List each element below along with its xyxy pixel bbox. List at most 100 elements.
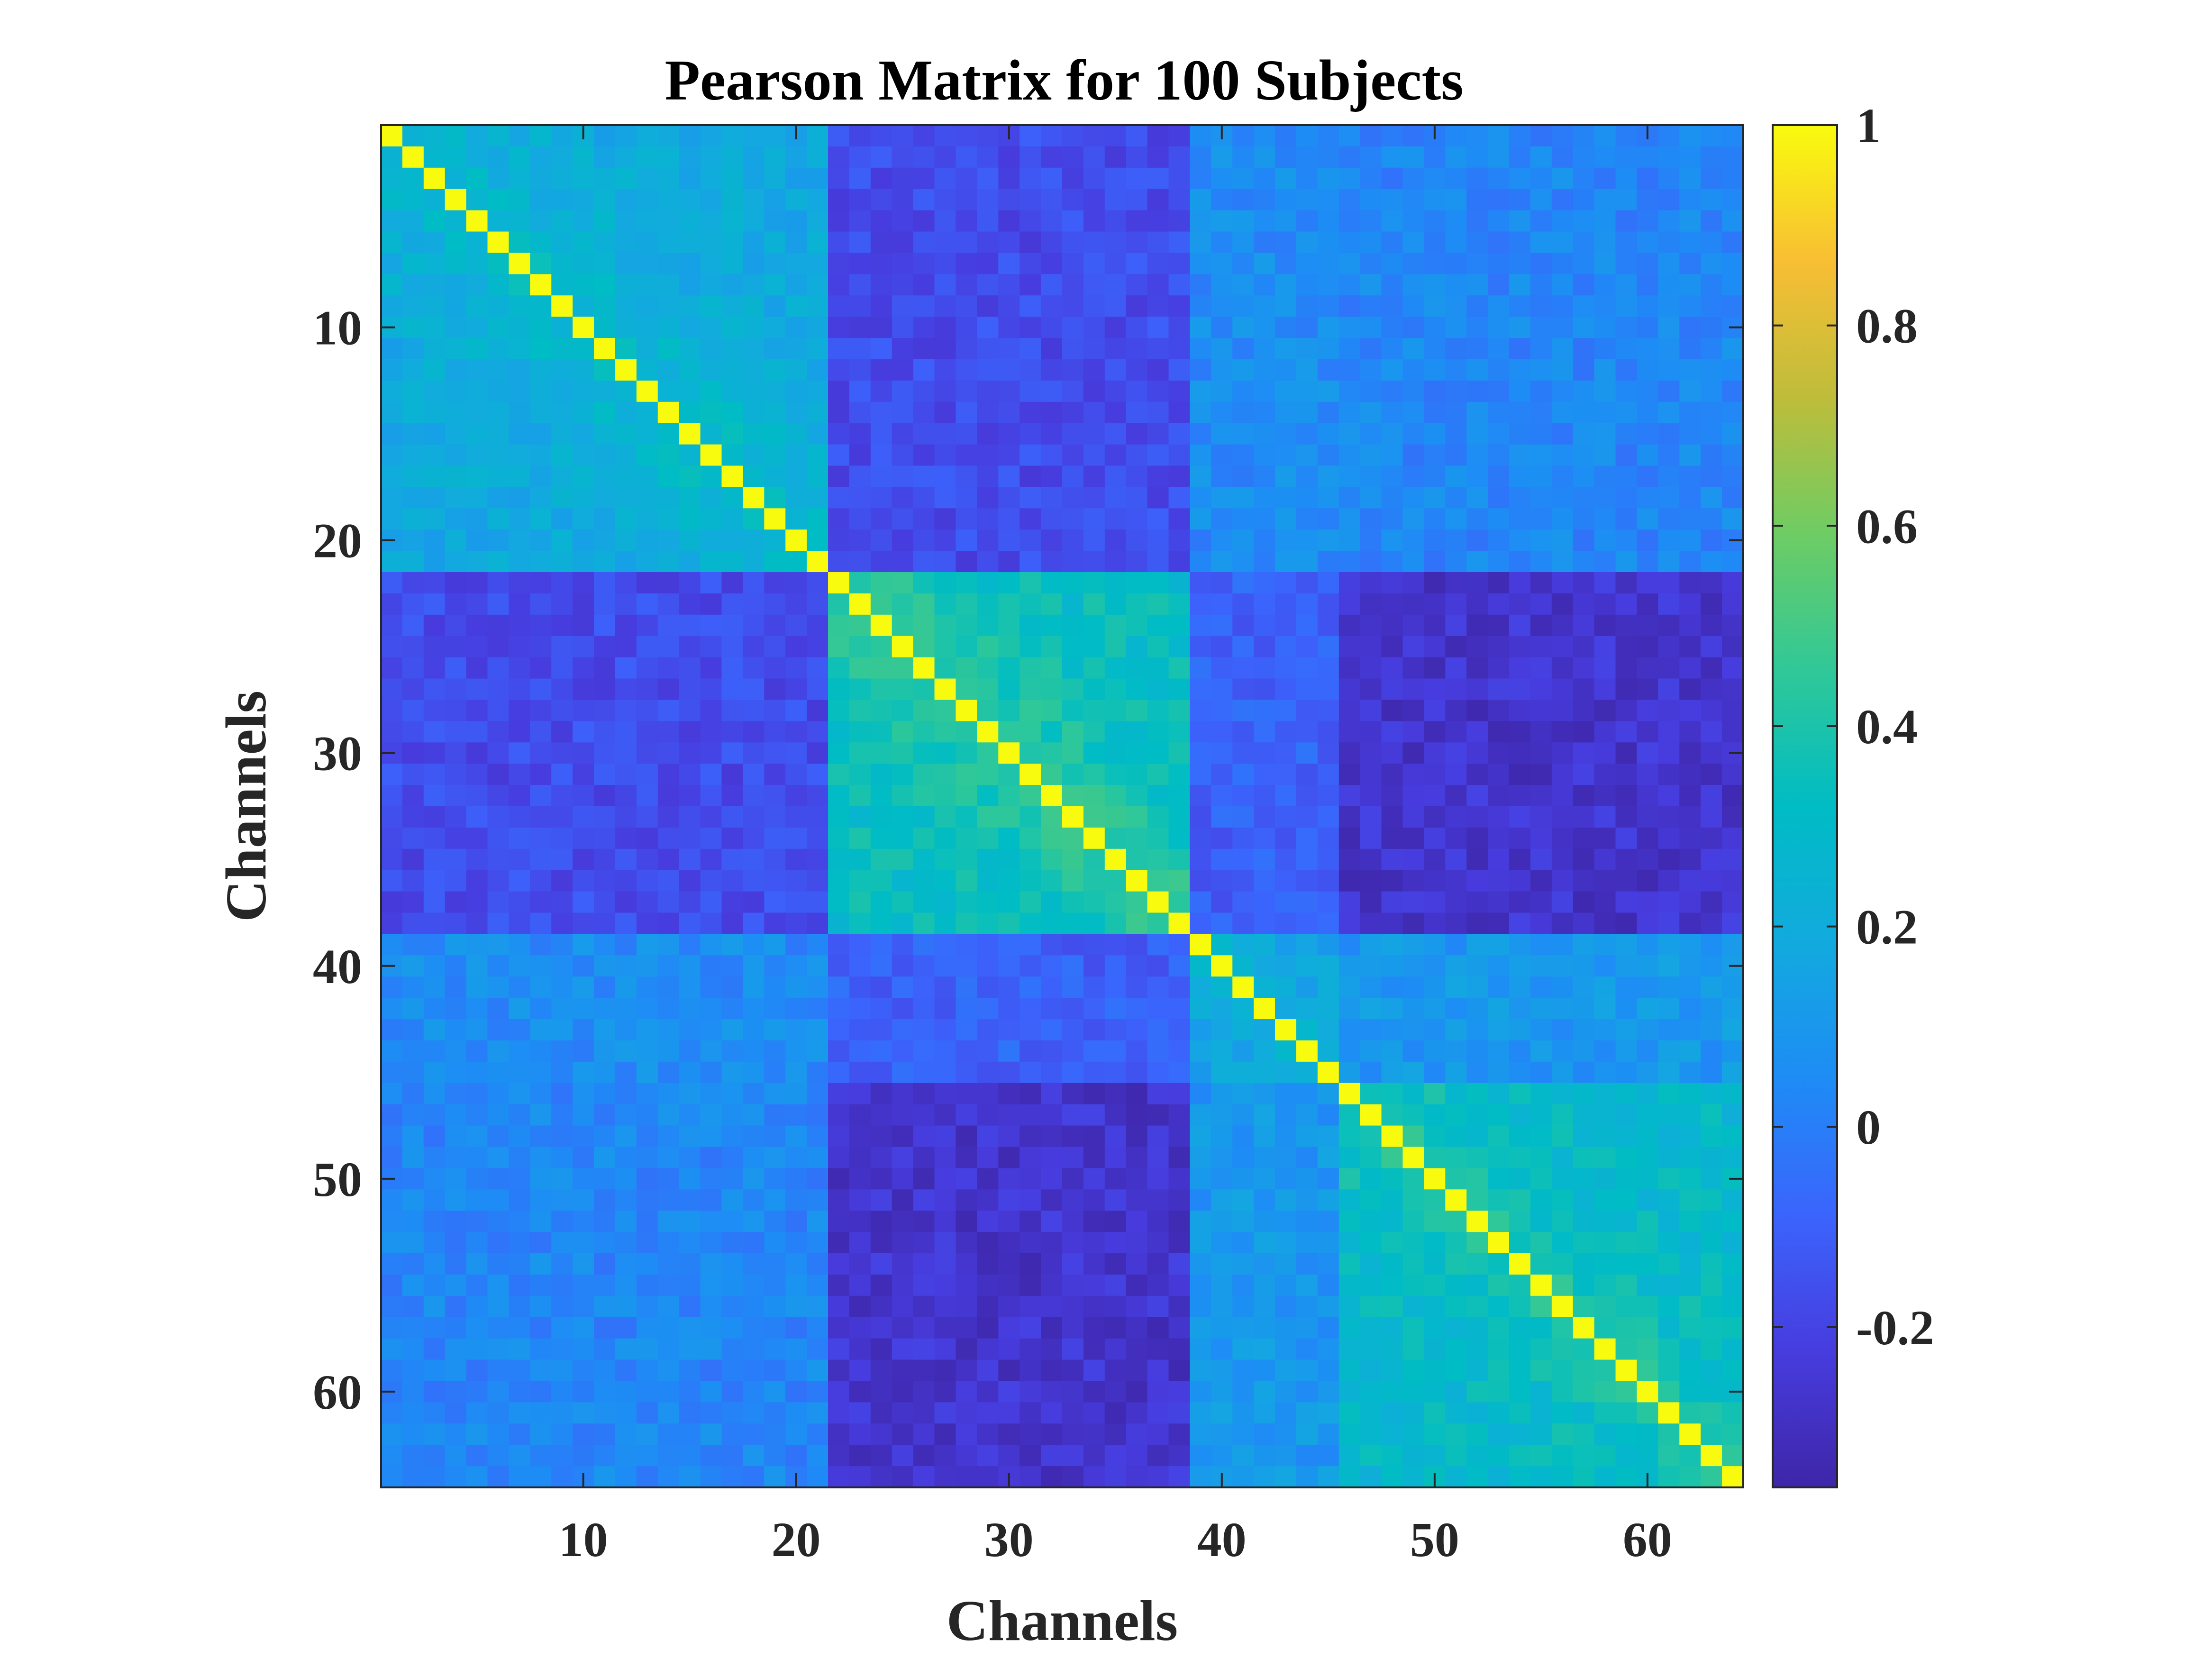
heatmap-cell <box>1338 1253 1361 1275</box>
heatmap-cell <box>1530 870 1552 892</box>
heatmap-cell <box>956 827 977 849</box>
heatmap-cell <box>1360 912 1382 935</box>
heatmap-cell <box>785 167 807 190</box>
heatmap-cell <box>828 912 850 935</box>
heatmap-cell <box>1338 955 1361 977</box>
heatmap-cell <box>1041 827 1063 849</box>
heatmap-cell <box>423 401 446 424</box>
heatmap-cell <box>913 125 935 147</box>
heatmap-cell <box>998 1317 1020 1339</box>
heatmap-cell <box>1424 891 1446 913</box>
heatmap-cell <box>1530 1211 1552 1232</box>
heatmap-cell <box>1551 1466 1574 1488</box>
heatmap-cell <box>423 870 446 892</box>
heatmap-cell <box>1381 359 1403 381</box>
heatmap-cell <box>1402 593 1425 615</box>
heatmap-cell <box>657 1189 680 1211</box>
heatmap-cell <box>1509 1232 1531 1254</box>
heatmap-cell <box>1445 253 1467 274</box>
heatmap-cell <box>1360 955 1382 977</box>
heatmap-cell <box>1232 572 1254 594</box>
heatmap-cell <box>807 912 828 935</box>
heatmap-cell <box>1062 742 1084 764</box>
heatmap-cell <box>1232 1295 1254 1318</box>
heatmap-cell <box>1104 1317 1127 1339</box>
heatmap-cell <box>679 1147 701 1169</box>
heatmap-cell <box>1488 338 1510 360</box>
heatmap-cell <box>1275 678 1297 701</box>
heatmap-cell <box>1594 444 1616 466</box>
heatmap-cell <box>1679 1274 1701 1296</box>
heatmap-cell <box>1509 274 1531 296</box>
heatmap-cell <box>1020 785 1041 807</box>
heatmap-cell <box>487 1295 510 1318</box>
heatmap-cell <box>807 870 828 892</box>
heatmap-cell <box>1679 1402 1701 1424</box>
heatmap-cell <box>1275 742 1297 764</box>
heatmap-cell <box>1445 998 1467 1020</box>
heatmap-cell <box>1232 231 1254 254</box>
heatmap-cell <box>807 764 828 785</box>
heatmap-cell <box>1615 210 1638 232</box>
heatmap-cell <box>807 1402 828 1424</box>
heatmap-cell <box>402 274 424 296</box>
heatmap-cell <box>1126 359 1148 381</box>
heatmap-cell <box>892 572 914 594</box>
heatmap-cell <box>1104 167 1127 190</box>
heatmap-cell <box>807 487 828 509</box>
heatmap-cell <box>1190 1359 1211 1382</box>
heatmap-cell <box>1062 1359 1084 1382</box>
heatmap-cell <box>530 1381 552 1403</box>
heatmap-cell <box>466 1466 488 1488</box>
heatmap-cell <box>1402 529 1425 551</box>
heatmap-cell <box>721 380 744 402</box>
heatmap-cell <box>1211 934 1233 956</box>
heatmap-cell <box>828 1232 850 1254</box>
heatmap-cell <box>849 1104 871 1126</box>
heatmap-cell <box>1020 614 1041 637</box>
heatmap-cell <box>1637 742 1658 764</box>
heatmap-cell <box>1083 976 1105 998</box>
heatmap-cell <box>381 1338 403 1360</box>
heatmap-cell <box>1083 785 1105 807</box>
heatmap-cell <box>1615 1083 1638 1105</box>
heatmap-cell <box>892 295 914 317</box>
heatmap-cell <box>1466 487 1488 509</box>
heatmap-cell <box>1317 1445 1339 1467</box>
heatmap-cell <box>934 1040 956 1062</box>
heatmap-cell <box>1062 444 1084 466</box>
heatmap-cell <box>1701 1445 1722 1467</box>
heatmap-cell <box>509 848 530 871</box>
heatmap-cell <box>807 657 828 679</box>
heatmap-cell <box>1360 1423 1382 1445</box>
heatmap-cell <box>1147 806 1169 828</box>
heatmap-cell <box>1424 593 1446 615</box>
heatmap-cell <box>615 1189 637 1211</box>
heatmap-cell <box>849 529 871 551</box>
heatmap-cell <box>445 1083 467 1105</box>
heatmap-cell <box>977 1125 999 1148</box>
heatmap-cell <box>1637 1402 1658 1424</box>
heatmap-cell <box>721 295 744 317</box>
heatmap-cell <box>1254 1445 1275 1467</box>
heatmap-cell <box>892 593 914 615</box>
heatmap-cell <box>1466 1232 1488 1254</box>
heatmap-cell <box>1190 529 1211 551</box>
heatmap-cell <box>1147 912 1169 935</box>
heatmap-cell <box>1509 551 1531 573</box>
heatmap-cell <box>466 678 488 701</box>
heatmap-cell <box>1722 444 1744 466</box>
heatmap-cell <box>1168 721 1191 743</box>
heatmap-cell <box>1658 167 1680 190</box>
heatmap-cell <box>1658 359 1680 381</box>
heatmap-cell <box>1062 1423 1084 1445</box>
heatmap-cell <box>1317 764 1339 785</box>
heatmap-cell <box>1424 167 1446 190</box>
heatmap-cell <box>657 912 680 935</box>
heatmap-cell <box>1424 955 1446 977</box>
heatmap-cell <box>402 1104 424 1126</box>
heatmap-cell <box>615 1253 637 1275</box>
heatmap-cell <box>998 338 1020 360</box>
heatmap-cell <box>423 848 446 871</box>
heatmap-cell <box>849 1232 871 1254</box>
